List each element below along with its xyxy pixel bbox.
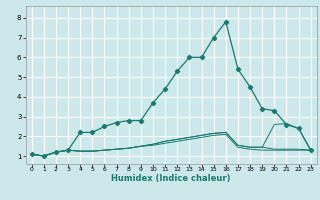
X-axis label: Humidex (Indice chaleur): Humidex (Indice chaleur) (111, 174, 231, 183)
